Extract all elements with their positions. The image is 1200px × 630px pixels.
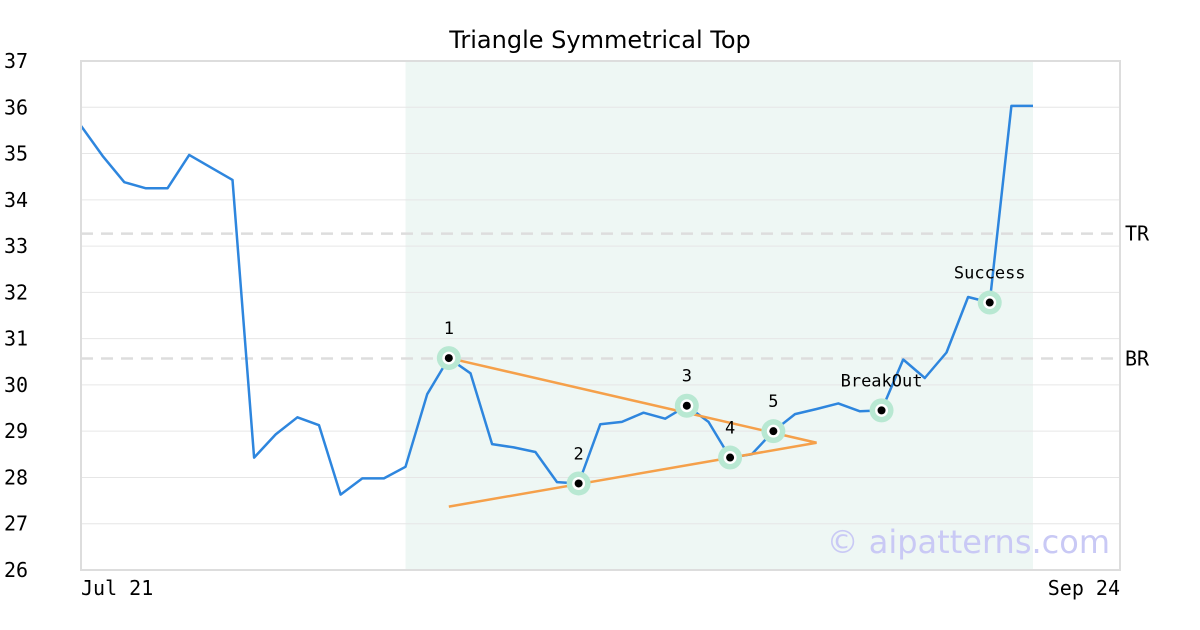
point-label: Success xyxy=(954,264,1026,284)
y-tick-label: 30 xyxy=(4,373,28,397)
y-tick-label: 34 xyxy=(4,188,28,212)
grid-lines xyxy=(81,60,1120,571)
pattern-highlight xyxy=(405,61,1034,570)
y-axis-ticks: 26 27 28 29 30 31 32 33 34 35 36 37 xyxy=(4,49,28,582)
y-tick-label: 37 xyxy=(4,49,28,73)
pattern-points: 1 2 3 4 5 BreakOut Success xyxy=(436,264,1026,496)
trendline xyxy=(448,356,817,444)
level-label: TR xyxy=(1125,222,1150,246)
trendline xyxy=(448,441,817,508)
y-tick-label: 28 xyxy=(4,465,28,489)
triangle-trendlines xyxy=(448,356,817,508)
highlight-band xyxy=(405,61,1034,570)
y-tick-label: 33 xyxy=(4,234,28,258)
point-label: 2 xyxy=(574,444,584,464)
point-marker-dot xyxy=(877,406,886,415)
point-marker-dot xyxy=(574,479,583,488)
x-axis-ticks: Jul 21 Sep 24 xyxy=(81,576,1120,600)
watermark-group: © aipatterns.com xyxy=(827,523,1110,561)
watermark: © aipatterns.com xyxy=(827,523,1110,561)
point-label: 5 xyxy=(768,392,778,412)
y-tick-label: 26 xyxy=(4,558,28,582)
point-marker-dot xyxy=(769,427,778,436)
chart-title: Triangle Symmetrical Top xyxy=(448,26,751,54)
y-tick-label: 36 xyxy=(4,95,28,119)
point-marker-dot xyxy=(444,354,453,363)
levels: TR BR xyxy=(81,222,1150,371)
y-tick-label: 27 xyxy=(4,512,28,536)
plot-frame xyxy=(80,60,1121,571)
point-label: 4 xyxy=(725,419,735,439)
point-marker-dot xyxy=(985,298,994,307)
y-tick-label: 31 xyxy=(4,327,28,351)
y-tick-label: 35 xyxy=(4,142,28,166)
x-tick-label: Sep 24 xyxy=(1048,576,1120,600)
point-marker-dot xyxy=(726,453,735,462)
point-marker-dot xyxy=(682,401,691,410)
point-label: 1 xyxy=(444,319,454,339)
y-tick-label: 29 xyxy=(4,419,28,443)
y-tick-label: 32 xyxy=(4,280,28,304)
x-tick-label: Jul 21 xyxy=(81,576,153,600)
point-label: 3 xyxy=(682,367,692,387)
point-label: BreakOut xyxy=(841,371,923,391)
level-label: BR xyxy=(1125,347,1150,371)
